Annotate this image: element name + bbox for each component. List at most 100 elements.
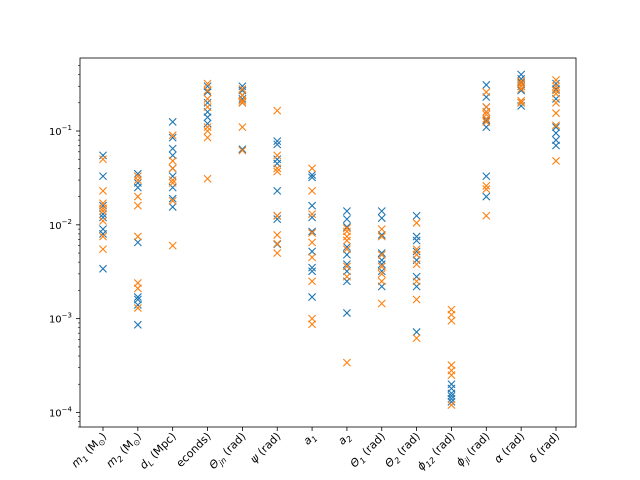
data-point <box>342 215 351 224</box>
data-point <box>447 394 456 403</box>
data-point <box>482 192 491 201</box>
data-point <box>377 249 386 258</box>
data-point <box>238 85 247 94</box>
data-point <box>308 228 317 237</box>
data-point <box>412 277 421 286</box>
data-point <box>308 186 317 195</box>
data-point <box>412 334 421 343</box>
data-point <box>308 238 317 247</box>
data-point <box>377 225 386 234</box>
data-point <box>482 181 491 190</box>
data-point <box>517 85 526 94</box>
series-marks <box>99 70 560 410</box>
data-point <box>377 232 386 241</box>
data-point <box>552 89 560 98</box>
data-point <box>273 230 282 239</box>
data-point <box>133 284 142 293</box>
data-point <box>99 210 107 219</box>
data-point <box>482 172 491 181</box>
data-point <box>412 260 421 269</box>
data-point <box>168 117 177 126</box>
data-point <box>308 164 317 173</box>
data-point <box>99 216 107 225</box>
data-point <box>517 96 526 105</box>
data-point <box>552 123 560 132</box>
data-point <box>133 192 142 201</box>
data-point <box>133 303 142 312</box>
data-point <box>203 113 212 122</box>
data-point <box>273 106 282 115</box>
y-axis: 10−4 10−3 10−2 10−1 <box>49 65 80 428</box>
data-point <box>308 314 317 323</box>
data-point <box>273 186 282 195</box>
data-point <box>99 264 107 273</box>
data-point <box>99 229 107 238</box>
data-point <box>308 253 317 262</box>
data-point <box>308 263 317 272</box>
data-point <box>168 172 177 181</box>
y-tick-label: 10−1 <box>49 124 72 138</box>
data-point <box>377 214 386 223</box>
data-point <box>99 213 107 222</box>
data-point <box>99 245 107 254</box>
data-point <box>99 204 107 213</box>
data-point <box>412 236 421 245</box>
data-point <box>168 156 177 165</box>
data-point <box>308 210 317 219</box>
data-point <box>482 117 491 126</box>
data-point <box>308 173 317 182</box>
data-point <box>412 250 421 259</box>
data-point <box>203 174 212 183</box>
data-point <box>377 277 386 286</box>
data-point <box>377 262 386 271</box>
data-point <box>482 80 491 89</box>
data-point <box>168 194 177 203</box>
data-point <box>342 236 351 245</box>
data-point <box>168 144 177 153</box>
data-point <box>412 328 421 337</box>
data-point <box>273 164 282 173</box>
data-point <box>133 183 142 192</box>
data-point <box>412 218 421 227</box>
data-point <box>447 391 456 400</box>
data-point <box>238 96 247 105</box>
data-point <box>133 201 142 210</box>
data-point <box>377 250 386 259</box>
data-point <box>412 247 421 256</box>
data-point <box>377 230 386 239</box>
data-point <box>517 98 526 107</box>
data-point <box>482 211 491 220</box>
data-point <box>342 245 351 254</box>
data-point <box>412 295 421 304</box>
data-point <box>203 123 212 132</box>
data-point <box>168 131 177 140</box>
data-point <box>308 247 317 256</box>
data-point <box>273 137 282 146</box>
data-point <box>447 397 456 406</box>
data-point <box>238 98 247 107</box>
data-point <box>99 172 107 181</box>
data-point <box>238 145 247 154</box>
data-point <box>552 129 560 138</box>
data-point <box>203 133 212 142</box>
data-point <box>203 127 212 135</box>
data-point <box>412 232 421 241</box>
data-point <box>133 172 142 181</box>
data-point <box>133 176 142 185</box>
data-point <box>412 211 421 220</box>
data-point <box>133 238 142 247</box>
data-point <box>342 358 351 367</box>
data-point <box>308 277 317 286</box>
data-point <box>273 215 282 224</box>
data-point <box>133 320 142 329</box>
data-point <box>482 116 491 125</box>
data-point <box>377 269 386 278</box>
data-point <box>552 109 560 118</box>
data-point <box>203 103 212 112</box>
data-point <box>308 201 317 210</box>
data-point <box>342 207 351 216</box>
series-1-markers <box>99 75 560 410</box>
data-point <box>342 260 351 269</box>
data-point <box>273 211 282 220</box>
